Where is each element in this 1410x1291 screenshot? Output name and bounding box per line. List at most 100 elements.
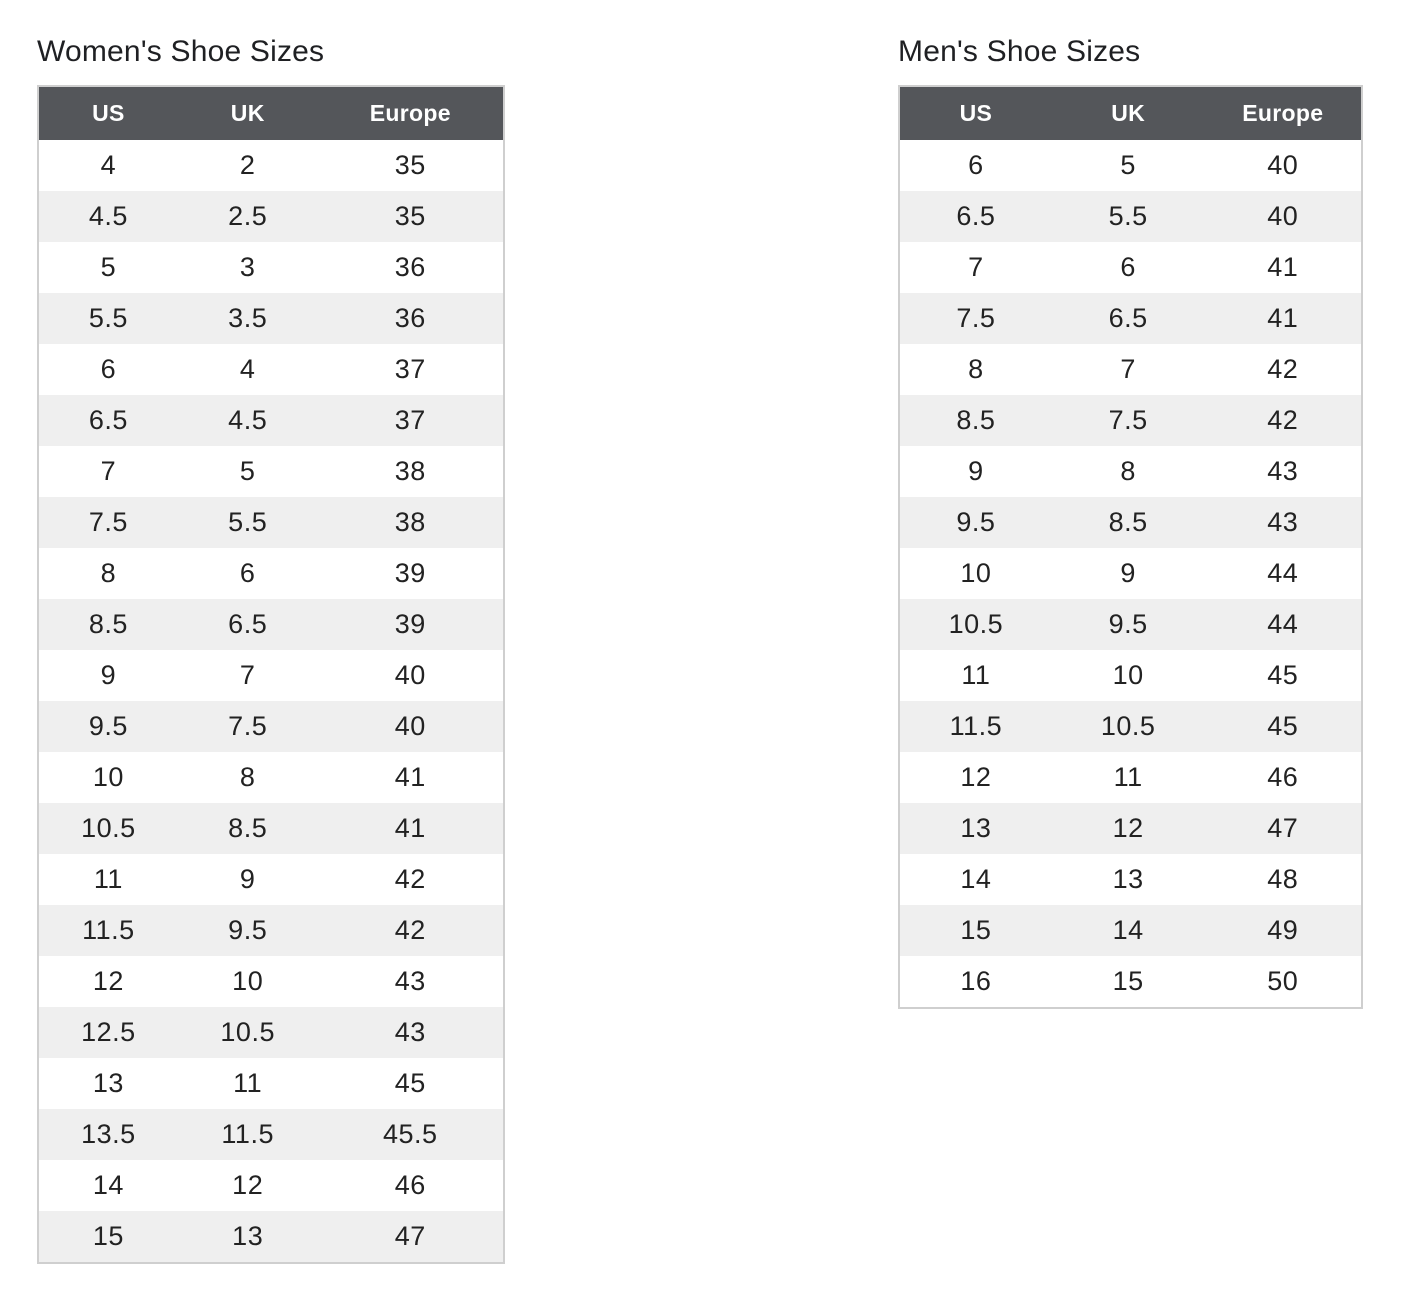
womens-sizes-section: Women's Shoe Sizes US UK Europe 4 2 35 4.5 2.5… bbox=[37, 36, 505, 1264]
size-cell: 8.5 bbox=[956, 405, 996, 435]
table-row: 9 8 43 bbox=[899, 446, 1362, 497]
table-row: 6.5 4.5 37 bbox=[38, 395, 504, 446]
size-cell: 41 bbox=[1267, 252, 1299, 282]
size-cell: 4 bbox=[100, 150, 117, 180]
size-cell: 45.5 bbox=[383, 1119, 438, 1149]
size-cell: 8 bbox=[1120, 456, 1136, 486]
size-cell: 6.5 bbox=[88, 405, 128, 435]
table-row: 13.5 11.5 45.5 bbox=[38, 1109, 504, 1160]
size-cell: 9.5 bbox=[1108, 609, 1148, 639]
size-cell: 6.5 bbox=[1108, 303, 1148, 333]
table-row: 15 13 47 bbox=[38, 1211, 504, 1263]
size-cell: 7.5 bbox=[1108, 405, 1148, 435]
size-cell: 15 bbox=[92, 1221, 124, 1251]
table-row: 10 9 44 bbox=[899, 548, 1362, 599]
size-cell: 6 bbox=[968, 150, 984, 180]
size-cell: 8 bbox=[968, 354, 984, 384]
size-cell: 43 bbox=[1267, 507, 1299, 537]
table-row: 6 4 37 bbox=[38, 344, 504, 395]
size-cell: 40 bbox=[1267, 150, 1299, 180]
size-cell: 12 bbox=[92, 966, 124, 996]
size-cell: 9.5 bbox=[956, 507, 996, 537]
column-header-europe: Europe bbox=[1204, 86, 1362, 140]
size-cell: 47 bbox=[1267, 813, 1299, 843]
size-cell: 40 bbox=[394, 711, 426, 741]
size-cell: 13 bbox=[1112, 864, 1144, 894]
column-header-us: US bbox=[38, 86, 178, 140]
size-cell: 5.5 bbox=[88, 303, 128, 333]
table-row: 10.5 8.5 41 bbox=[38, 803, 504, 854]
size-cell: 14 bbox=[960, 864, 992, 894]
size-cell: 42 bbox=[1267, 405, 1299, 435]
size-cell: 41 bbox=[394, 813, 426, 843]
size-cell: 38 bbox=[394, 456, 426, 486]
size-cell: 7 bbox=[968, 252, 984, 282]
size-cell: 48 bbox=[1267, 864, 1299, 894]
size-cell: 10 bbox=[92, 762, 124, 792]
size-cell: 11 bbox=[961, 660, 991, 690]
table-row: 9.5 8.5 43 bbox=[899, 497, 1362, 548]
size-cell: 7 bbox=[239, 660, 256, 690]
size-cell: 42 bbox=[394, 915, 426, 945]
size-cell: 43 bbox=[1267, 456, 1299, 486]
size-cell: 41 bbox=[1267, 303, 1299, 333]
table-row: 8.5 7.5 42 bbox=[899, 395, 1362, 446]
size-cell: 7 bbox=[100, 456, 117, 486]
size-cell: 9 bbox=[968, 456, 984, 486]
size-cell: 45 bbox=[394, 1068, 426, 1098]
table-row: 14 13 48 bbox=[899, 854, 1362, 905]
size-cell: 40 bbox=[394, 660, 426, 690]
table-row: 6 5 40 bbox=[899, 140, 1362, 191]
size-cell: 11 bbox=[233, 1068, 263, 1098]
mens-sizes-table: US UK Europe 6 5 40 6.5 5.5 40 7 6 41 7.5 6.5 41 8 7 42 8… bbox=[898, 85, 1363, 1009]
size-cell: 10.5 bbox=[81, 813, 136, 843]
table-row: 15 14 49 bbox=[899, 905, 1362, 956]
size-cell: 8.5 bbox=[1108, 507, 1148, 537]
size-cell: 50 bbox=[1267, 966, 1299, 996]
table-row: 7.5 5.5 38 bbox=[38, 497, 504, 548]
column-header-europe: Europe bbox=[317, 86, 504, 140]
size-cell: 6 bbox=[239, 558, 256, 588]
table-row: 9.5 7.5 40 bbox=[38, 701, 504, 752]
size-cell: 35 bbox=[394, 201, 426, 231]
size-cell: 36 bbox=[394, 303, 426, 333]
mens-sizes-section: Men's Shoe Sizes US UK Europe 6 5 40 6.5 5.5 40… bbox=[898, 36, 1363, 1009]
size-cell: 42 bbox=[1267, 354, 1299, 384]
header-row: US UK Europe bbox=[899, 86, 1362, 140]
size-cell: 6 bbox=[100, 354, 117, 384]
size-cell: 15 bbox=[960, 915, 992, 945]
size-cell: 9.5 bbox=[88, 711, 128, 741]
size-cell: 6.5 bbox=[228, 609, 268, 639]
size-cell: 37 bbox=[394, 354, 426, 384]
size-cell: 47 bbox=[394, 1221, 426, 1251]
size-cell: 49 bbox=[1267, 915, 1299, 945]
size-cell: 10.5 bbox=[948, 609, 1004, 639]
size-cell: 44 bbox=[1267, 609, 1299, 639]
column-header-uk: UK bbox=[1051, 86, 1205, 140]
mens-table-title: Men's Shoe Sizes bbox=[898, 35, 1141, 68]
table-row: 8.5 6.5 39 bbox=[38, 599, 504, 650]
size-cell: 11.5 bbox=[82, 915, 135, 945]
table-row: 8 7 42 bbox=[899, 344, 1362, 395]
size-cell: 4.5 bbox=[228, 405, 268, 435]
size-cell: 45 bbox=[1267, 711, 1299, 741]
size-cell: 46 bbox=[394, 1170, 426, 1200]
size-cell: 13 bbox=[960, 813, 992, 843]
size-cell: 10 bbox=[1112, 660, 1144, 690]
size-cell: 37 bbox=[394, 405, 426, 435]
table-row: 10 8 41 bbox=[38, 752, 504, 803]
size-cell: 9 bbox=[239, 864, 256, 894]
size-cell: 10.5 bbox=[1100, 711, 1156, 741]
size-cell: 46 bbox=[1267, 762, 1299, 792]
table-row: 4 2 35 bbox=[38, 140, 504, 191]
table-row: 11 9 42 bbox=[38, 854, 504, 905]
size-cell: 11 bbox=[1113, 762, 1143, 792]
table-row: 16 15 50 bbox=[899, 956, 1362, 1008]
table-row: 13 12 47 bbox=[899, 803, 1362, 854]
size-cell: 8 bbox=[100, 558, 117, 588]
table-row: 5.5 3.5 36 bbox=[38, 293, 504, 344]
size-cell: 11.5 bbox=[949, 711, 1003, 741]
table-row: 7 5 38 bbox=[38, 446, 504, 497]
size-cell: 14 bbox=[1112, 915, 1144, 945]
size-cell: 11.5 bbox=[221, 1119, 274, 1149]
